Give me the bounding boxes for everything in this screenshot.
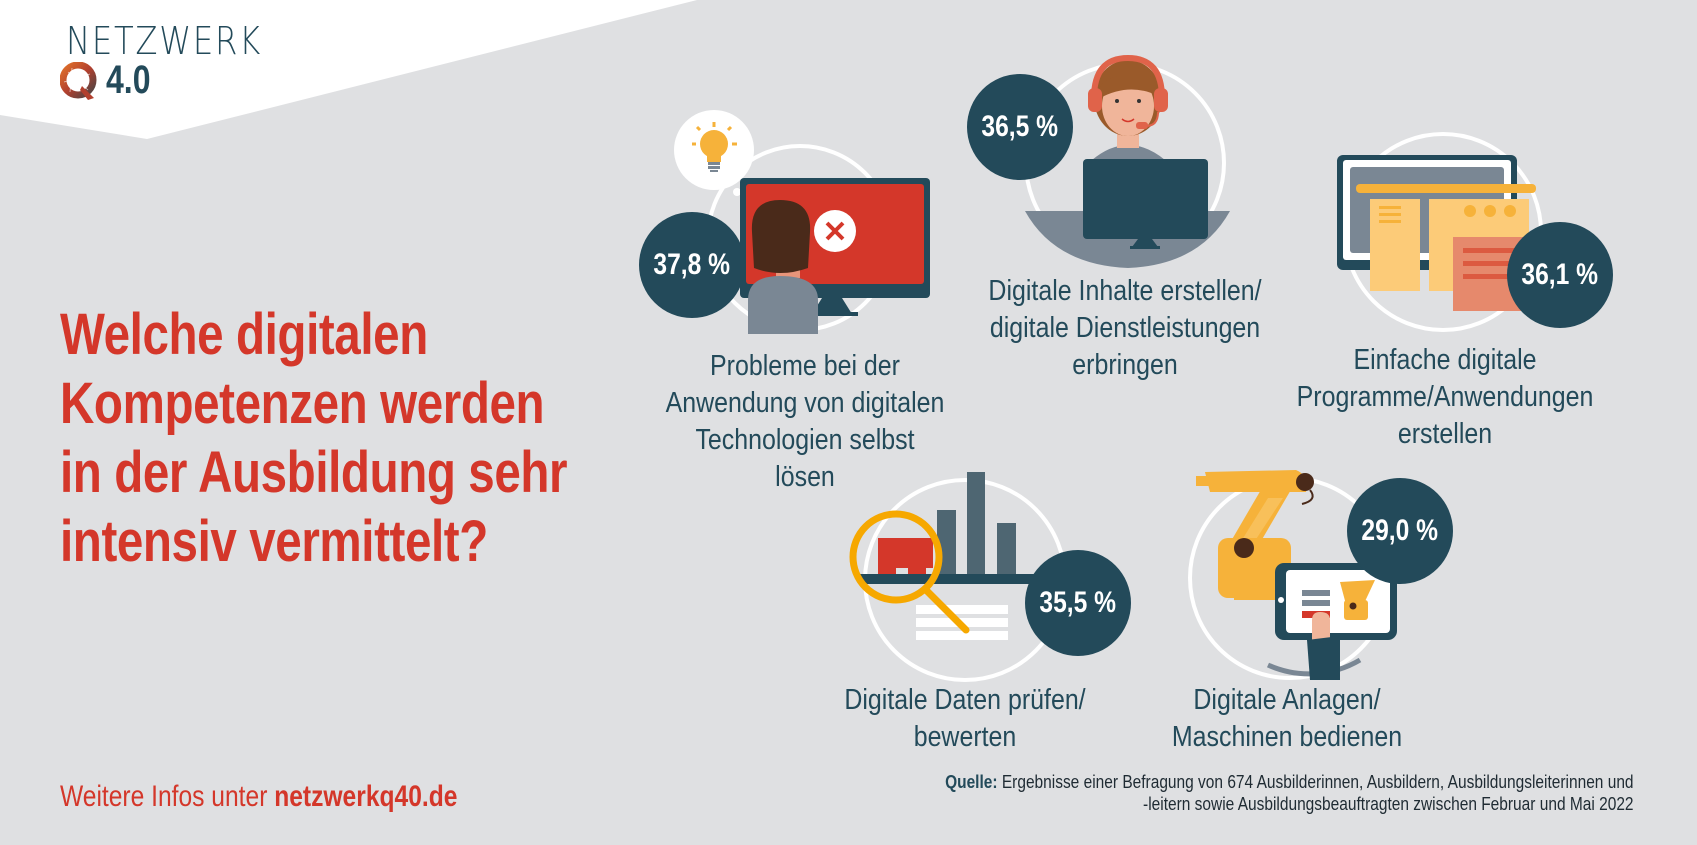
- competence-label: Einfache digitale Programme/Anwendungen …: [1296, 344, 1594, 450]
- page-title: Welche digitalen Kompetenzen werden in d…: [60, 300, 568, 576]
- headset-operator-icon: [1024, 54, 1230, 268]
- title-line: Kompetenzen werden: [60, 371, 545, 436]
- title-line: intensiv vermittelt?: [60, 509, 488, 574]
- value-badge: 35,5 %: [1025, 550, 1131, 656]
- person-at-error-monitor-icon: [674, 110, 930, 334]
- competence-label: Probleme bei der Anwendung von digitalen…: [665, 350, 945, 493]
- app-windows-icon: [1337, 132, 1543, 332]
- magnifier-bar-chart-icon: [849, 472, 1067, 682]
- title-line: in der Ausbildung sehr: [60, 440, 568, 505]
- competence-label: Digitale Anlagen/ Maschinen bedienen: [1171, 684, 1403, 753]
- value-badge: 37,8 %: [639, 212, 745, 318]
- source-text-line1: Ergebnisse einer Befragung von 674 Ausbi…: [998, 772, 1634, 792]
- website-link[interactable]: netzwerkq40.de: [274, 780, 458, 813]
- logo-text-version: 4.0: [106, 58, 151, 102]
- value-badge: 29,0 %: [1347, 478, 1453, 584]
- robot-arm-tablet-icon: [1188, 470, 1397, 680]
- q-mosaic-logo-icon: [60, 62, 97, 100]
- value-badge: 36,5 %: [967, 74, 1073, 180]
- title-line: Welche digitalen: [60, 302, 428, 367]
- source-label: Quelle:: [945, 772, 999, 792]
- value-badge: 36,1 %: [1507, 222, 1613, 328]
- source-note: Quelle: Ergebnisse einer Befragung von 6…: [946, 771, 1634, 815]
- more-info-footer: Weitere Infos unter netzwerkq40.de: [60, 780, 457, 814]
- source-text-line2: -leitern sowie Ausbildungsbeauftragten z…: [1143, 794, 1634, 814]
- footer-prefix: Weitere Infos unter: [60, 780, 275, 813]
- competence-label: Digitale Daten prüfen/ bewerten: [844, 684, 1086, 753]
- logo-text-netzwerk: NETZWERK: [66, 19, 263, 63]
- lightbulb-icon: [692, 122, 737, 172]
- competence-label: Digitale Inhalte erstellen/ digitale Die…: [988, 275, 1262, 381]
